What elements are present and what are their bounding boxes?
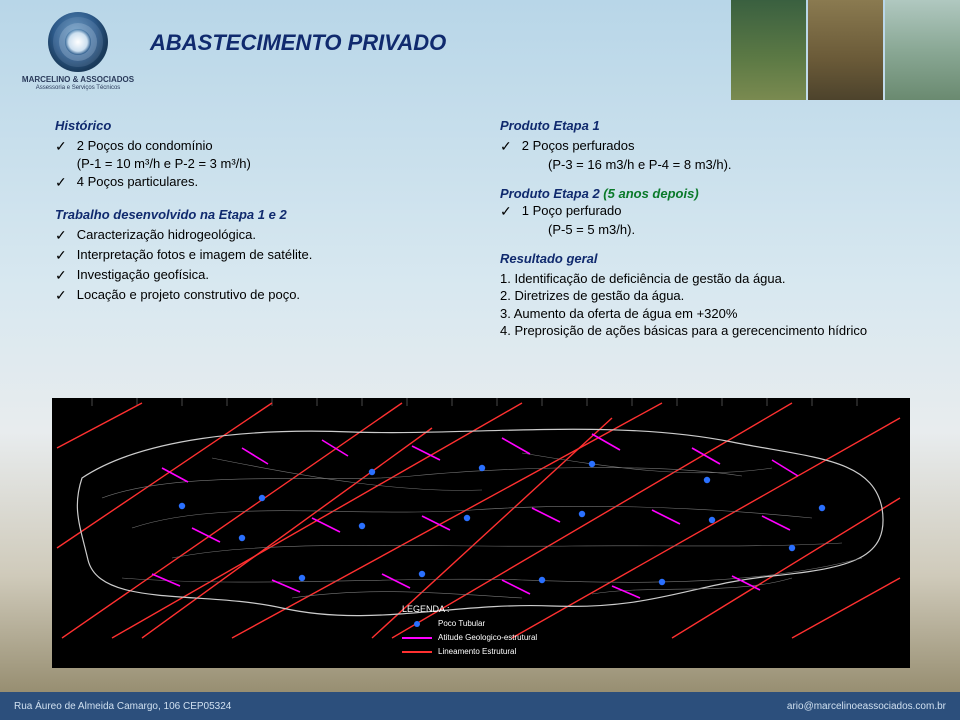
legend-title: LEGENDA :: [402, 603, 537, 617]
produto-etapa2-heading: Produto Etapa 2 (5 anos depois): [500, 186, 925, 201]
legend-row: Lineamento Estrutural: [402, 646, 537, 658]
resultado-heading: Resultado geral: [500, 251, 925, 266]
numbered-item: 4. Preprosição de ações básicas para a g…: [500, 322, 925, 340]
logo-subtitle: Assessoria e Serviços Técnicos: [18, 85, 138, 91]
footer-bar: Rua Áureo de Almeida Camargo, 106 CEP053…: [0, 692, 960, 720]
numbered-item: 1. Identificação de deficiência de gestã…: [500, 270, 925, 288]
check-icon: ✓: [55, 137, 67, 156]
historico-heading: Histórico: [55, 118, 480, 133]
logo-icon: [48, 12, 108, 72]
produto-etapa1-heading: Produto Etapa 1: [500, 118, 925, 133]
check-icon: ✓: [500, 137, 512, 156]
list-item: ✓ Investigação geofísica.: [55, 266, 480, 285]
legend-row: Atitude Geologico-estrutural: [402, 632, 537, 644]
list-item: ✓ Locação e projeto construtivo de poço.: [55, 286, 480, 305]
check-icon: ✓: [55, 173, 67, 192]
list-item: ✓ 4 Poços particulares.: [55, 173, 480, 192]
numbered-item: 3. Aumento da oferta de água em +320%: [500, 305, 925, 323]
legend-label: Poco Tubular: [438, 618, 485, 630]
list-item: ✓ Interpretação fotos e imagem de satélit…: [55, 246, 480, 265]
legend-dot-icon: [414, 621, 420, 627]
check-icon: ✓: [55, 266, 67, 285]
legend-line-icon: [402, 651, 432, 653]
list-item: ✓ Caracterização hidrogeológica.: [55, 226, 480, 245]
photo-strip: [731, 0, 960, 100]
content-columns: Histórico ✓ 2 Poços do condomínio (P-1 = …: [55, 118, 925, 340]
check-icon: ✓: [500, 202, 512, 221]
produto-etapa1-detail: (P-3 = 16 m3/h e P-4 = 8 m3/h).: [500, 157, 925, 172]
page-title: ABASTECIMENTO PRIVADO: [150, 30, 446, 56]
check-icon: ✓: [55, 226, 67, 245]
header: MARCELINO & ASSOCIADOS Assessoria e Serv…: [0, 0, 960, 110]
legend-label: Atitude Geologico-estrutural: [438, 632, 537, 644]
header-photo: [885, 0, 960, 100]
list-item-text: 2 Poços perfurados: [522, 137, 925, 155]
legend-line-icon: [402, 637, 432, 639]
legend-label: Lineamento Estrutural: [438, 646, 516, 658]
numbered-item: 2. Diretrizes de gestão da água.: [500, 287, 925, 305]
list-item-text: Caracterização hidrogeológica.: [77, 226, 480, 244]
list-item-text: 1 Poço perfurado: [522, 202, 925, 220]
footer-address: Rua Áureo de Almeida Camargo, 106 CEP053…: [14, 701, 231, 712]
footer-email: ario@marcelinoeassociados.com.br: [787, 701, 946, 712]
list-item-text: 2 Poços do condomínio (P-1 = 10 m³/h e P…: [77, 137, 480, 172]
legend-row: Poco Tubular: [402, 618, 537, 630]
check-icon: ✓: [55, 286, 67, 305]
list-item-text: Locação e projeto construtivo de poço.: [77, 286, 480, 304]
list-item: ✓ 2 Poços do condomínio (P-1 = 10 m³/h e …: [55, 137, 480, 172]
list-item-text: Investigação geofísica.: [77, 266, 480, 284]
trabalho-heading: Trabalho desenvolvido na Etapa 1 e 2: [55, 207, 480, 222]
map-legend: LEGENDA : Poco Tubular Atitude Geologico-…: [402, 603, 537, 661]
pe2-heading-green: (5 anos depois): [603, 186, 698, 201]
logo-brand: MARCELINO & ASSOCIADOS: [18, 76, 138, 85]
check-icon: ✓: [55, 246, 67, 265]
logo-area: MARCELINO & ASSOCIADOS Assessoria e Serv…: [18, 12, 138, 91]
map-figure: LEGENDA : Poco Tubular Atitude Geologico-…: [52, 398, 910, 668]
header-photo: [731, 0, 806, 100]
list-item: ✓ 1 Poço perfurado: [500, 202, 925, 221]
pe2-heading-main: Produto Etapa 2: [500, 186, 603, 201]
list-item: ✓ 2 Poços perfurados: [500, 137, 925, 156]
list-item-text: 4 Poços particulares.: [77, 173, 480, 191]
produto-etapa2-detail: (P-5 = 5 m3/h).: [500, 222, 925, 237]
left-column: Histórico ✓ 2 Poços do condomínio (P-1 = …: [55, 118, 480, 340]
right-column: Produto Etapa 1 ✓ 2 Poços perfurados (P-3…: [500, 118, 925, 340]
list-item-text: Interpretação fotos e imagem de satélite…: [77, 246, 480, 264]
header-photo: [808, 0, 883, 100]
